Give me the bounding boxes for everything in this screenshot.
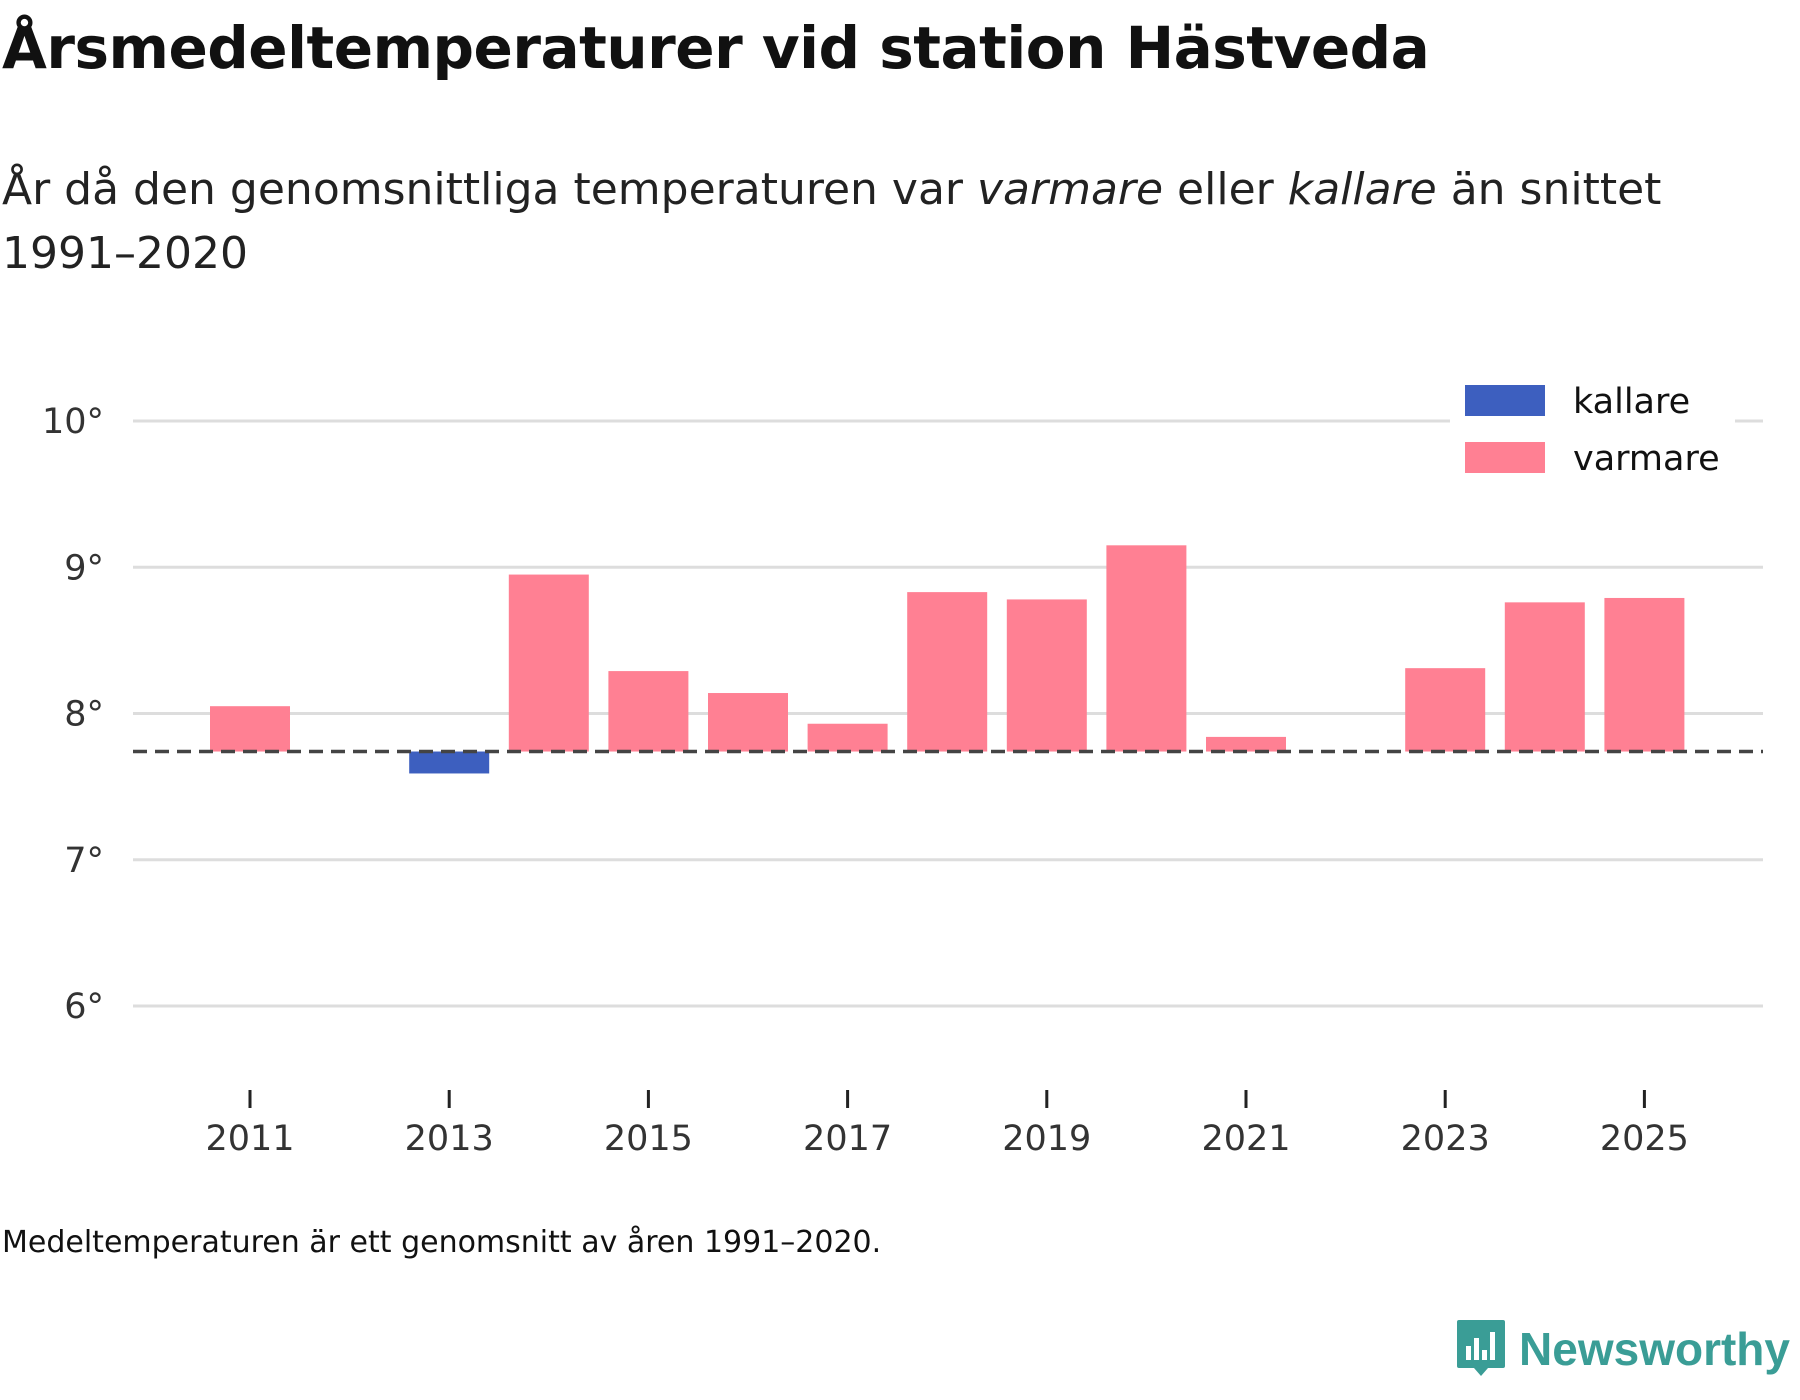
x-tick-label-2019: 2019	[1002, 1119, 1091, 1159]
x-tick-label-2011: 2011	[205, 1119, 294, 1159]
x-axis: 2011 2013 2015 2017 2019 2021 2023 2025	[205, 1090, 1689, 1159]
bar-2016	[708, 693, 788, 752]
y-tick-label-10: 10°	[42, 402, 104, 442]
bar-2017	[807, 723, 888, 752]
bar-2018	[907, 592, 988, 752]
legend-swatch-varmare	[1465, 442, 1545, 473]
bar-2015	[608, 671, 689, 752]
legend-label-kallare: kallare	[1573, 382, 1690, 422]
temperature-bar-chart: 6° 7° 8° 9° 10° 2011 2013 2015 2017 2019 2021 2023…	[42, 376, 1763, 1159]
bar-2021	[1206, 736, 1286, 752]
bar-2025	[1604, 597, 1685, 752]
x-tick-label-2021: 2021	[1201, 1119, 1290, 1159]
brand-logo[interactable]: Newsworthy	[1455, 1318, 1790, 1380]
x-tick-label-2017: 2017	[803, 1119, 892, 1159]
y-tick-label-6: 6°	[64, 987, 104, 1027]
subtitle-colder: kallare	[1287, 164, 1437, 215]
chart-subtitle: År då den genomsnittliga temperaturen va…	[2, 158, 1682, 286]
bar-2013	[409, 751, 490, 774]
legend-swatch-kallare	[1465, 385, 1545, 416]
bar-2023	[1405, 668, 1486, 752]
y-tick-label-7: 7°	[64, 841, 104, 881]
bar-2014	[508, 574, 589, 752]
legend: kallare varmare	[1450, 376, 1735, 486]
brand-name: Newsworthy	[1519, 1323, 1790, 1375]
subtitle-part2: eller	[1163, 164, 1288, 215]
bar-2019	[1006, 599, 1087, 752]
bars	[210, 545, 1685, 774]
subtitle-part1: År då den genomsnittliga temperaturen va…	[2, 164, 977, 215]
bar-2020	[1106, 545, 1187, 752]
x-tick-label-2015: 2015	[604, 1119, 693, 1159]
subtitle-warmer: varmare	[976, 164, 1164, 215]
newsworthy-logo-icon	[1457, 1320, 1506, 1376]
chart-title: Årsmedeltemperaturer vid station Hästved…	[2, 14, 1430, 82]
x-tick-label-2013: 2013	[405, 1119, 494, 1159]
subtitle-part3: än snittet 1991–2020	[2, 164, 1662, 279]
y-tick-label-8: 8°	[64, 695, 104, 735]
bar-2011	[210, 706, 290, 752]
x-tick-label-2025: 2025	[1600, 1119, 1689, 1159]
bar-2024	[1504, 602, 1585, 752]
y-axis: 6° 7° 8° 9° 10°	[42, 402, 104, 1027]
footnote: Medeltemperaturen är ett genomsnitt av å…	[2, 1225, 882, 1260]
x-tick-label-2023: 2023	[1401, 1119, 1490, 1159]
y-tick-label-9: 9°	[64, 548, 104, 588]
legend-label-varmare: varmare	[1573, 439, 1720, 479]
